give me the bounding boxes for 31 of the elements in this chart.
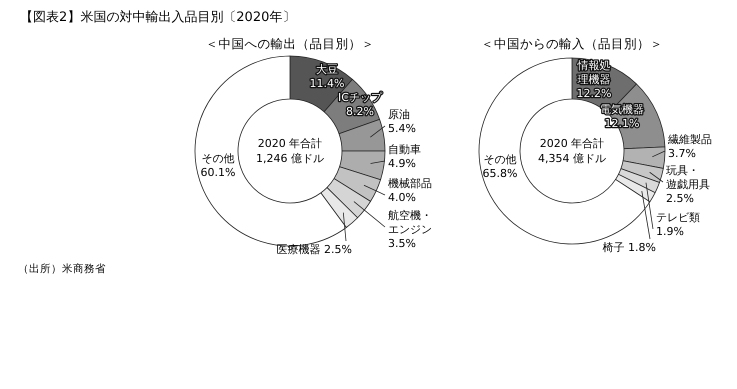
text: 2020 年合計 4,354 億ドル (538, 137, 606, 165)
slice-label: 航空機・エンジン (388, 209, 432, 236)
slice-label: 医療機器 2.5% (276, 243, 352, 256)
text: （出所）米商務省 (18, 262, 106, 275)
text: 2020 年合計 1,246 億ドル (256, 137, 324, 165)
slice-label: 椅子 1.8% (602, 241, 656, 254)
slice-label: 電気機器 (600, 103, 644, 116)
chart-subtitle: ＜中国への輸出（品目別）＞ (206, 36, 374, 51)
slice-label: その他 (484, 153, 516, 166)
data-label: 2.5% (666, 192, 694, 205)
data-label: 5.4% (388, 122, 416, 135)
slice-label: 自動車 (388, 143, 421, 156)
data-label: 11.4% (310, 77, 344, 90)
slice-label: 大豆 (316, 63, 338, 76)
slice-label: 玩具・遊戯用具 (666, 164, 710, 191)
data-label: 3.5% (388, 237, 416, 250)
data-label: 4.9% (388, 157, 416, 170)
data-label: 4.0% (388, 191, 416, 204)
slice-label: 機械部品 (388, 177, 432, 190)
data-label: 12.2% (576, 87, 612, 100)
data-label: 3.7% (668, 147, 696, 160)
slice-label: 原油 (388, 108, 410, 121)
slice-label: 繊維製品 (667, 133, 712, 146)
slice-label: その他 (202, 152, 234, 165)
slice-label: テレビ類 (656, 211, 700, 224)
chart-title: 【図表2】米国の対中輸出入品目別〔2020年〕 (20, 9, 296, 25)
chart-subtitle: ＜中国からの輸入（品目別）＞ (481, 36, 663, 51)
data-label: 65.8% (482, 167, 518, 180)
data-label: 8.2% (346, 105, 374, 118)
data-label: 60.1% (200, 166, 236, 179)
data-label: 1.9% (656, 225, 684, 238)
